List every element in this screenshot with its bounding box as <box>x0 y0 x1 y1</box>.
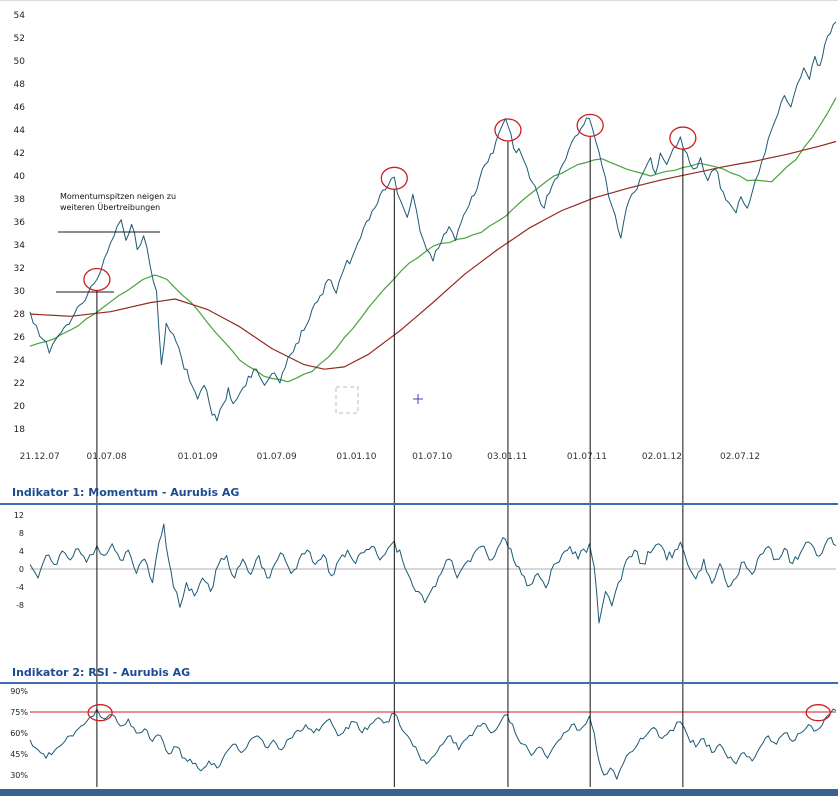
price-y-tick-label: 20 <box>14 402 26 412</box>
price-y-tick-label: 30 <box>14 287 26 297</box>
momentum-y-tick-label: -8 <box>16 601 24 610</box>
momentum-y-tick-label: 8 <box>19 529 24 538</box>
price-y-tick-label: 50 <box>14 57 26 67</box>
price-y-tick-label: 24 <box>14 356 26 366</box>
date-tick-label: 03.01.11 <box>487 452 527 462</box>
annotation-line-2: weiteren Übertreibungen <box>60 203 161 212</box>
date-tick-label: 21.12.07 <box>20 452 60 462</box>
rsi-y-tick-label: 90% <box>10 687 28 696</box>
rsi-series-line <box>29 708 837 780</box>
peak-circle-annotation <box>380 166 408 190</box>
rsi-y-tick-label: 45% <box>10 750 28 759</box>
momentum-series-line <box>29 523 837 624</box>
momentum-y-tick-label: 12 <box>14 511 24 520</box>
date-tick-label: 02.07.12 <box>720 452 760 462</box>
price-y-tick-label: 42 <box>14 149 25 159</box>
rsi-y-tick-label: 75% <box>10 708 28 717</box>
date-tick-label: 01.01.09 <box>178 452 218 462</box>
price-y-tick-label: 22 <box>14 379 25 389</box>
price-y-tick-label: 26 <box>14 333 26 343</box>
date-tick-label: 01.07.10 <box>412 452 452 462</box>
price-y-tick-label: 48 <box>14 80 26 90</box>
annotation-line-1: Momentumspitzen neigen zu <box>60 192 177 201</box>
price-y-tick-label: 32 <box>14 264 25 274</box>
momentum-y-tick-label: 4 <box>19 547 24 556</box>
date-tick-label: 01.07.08 <box>87 452 127 462</box>
indicator1-title: Indikator 1: Momentum - Aurubis AG <box>12 486 240 499</box>
indicator1-divider <box>0 503 838 505</box>
peak-circle-annotation <box>83 267 111 292</box>
price-y-tick-label: 18 <box>14 425 26 435</box>
momentum-y-tick-label: 0 <box>19 565 24 574</box>
peak-circle-annotation <box>494 118 522 142</box>
selection-marker <box>335 386 359 414</box>
peak-circle-annotation <box>576 113 604 138</box>
price-series-line <box>29 21 837 422</box>
rsi-peak-circle-annotation <box>805 704 831 722</box>
date-tick-label: 01.07.11 <box>567 452 607 462</box>
price-y-tick-label: 38 <box>14 195 26 205</box>
indicator2-title: Indikator 2: RSI - Aurubis AG <box>12 666 191 679</box>
price-y-tick-label: 52 <box>14 34 25 44</box>
rsi-y-tick-label: 60% <box>10 729 28 738</box>
price-y-tick-label: 40 <box>14 172 26 182</box>
rsi-peak-circle-annotation <box>87 704 113 722</box>
ma-short-line <box>29 97 837 383</box>
price-y-tick-label: 36 <box>14 218 26 228</box>
momentum-y-tick-label: -4 <box>16 583 24 592</box>
price-y-tick-label: 46 <box>14 103 26 113</box>
date-tick-label: 01.07.09 <box>257 452 297 462</box>
ma-long-line <box>29 140 837 370</box>
price-y-tick-label: 44 <box>14 126 26 136</box>
horizontal-scrollbar[interactable] <box>0 789 838 796</box>
peak-circle-annotation <box>669 126 697 150</box>
price-y-tick-label: 34 <box>14 241 26 251</box>
chart-annotation-note: Momentumspitzen neigen zu weiteren Übert… <box>60 191 190 213</box>
date-tick-label: 02.01.12 <box>642 452 682 462</box>
price-y-tick-label: 54 <box>14 11 26 21</box>
indicator2-divider <box>0 682 838 684</box>
date-tick-label: 01.01.10 <box>336 452 376 462</box>
rsi-y-tick-label: 30% <box>10 771 28 780</box>
price-y-tick-label: 28 <box>14 310 26 320</box>
